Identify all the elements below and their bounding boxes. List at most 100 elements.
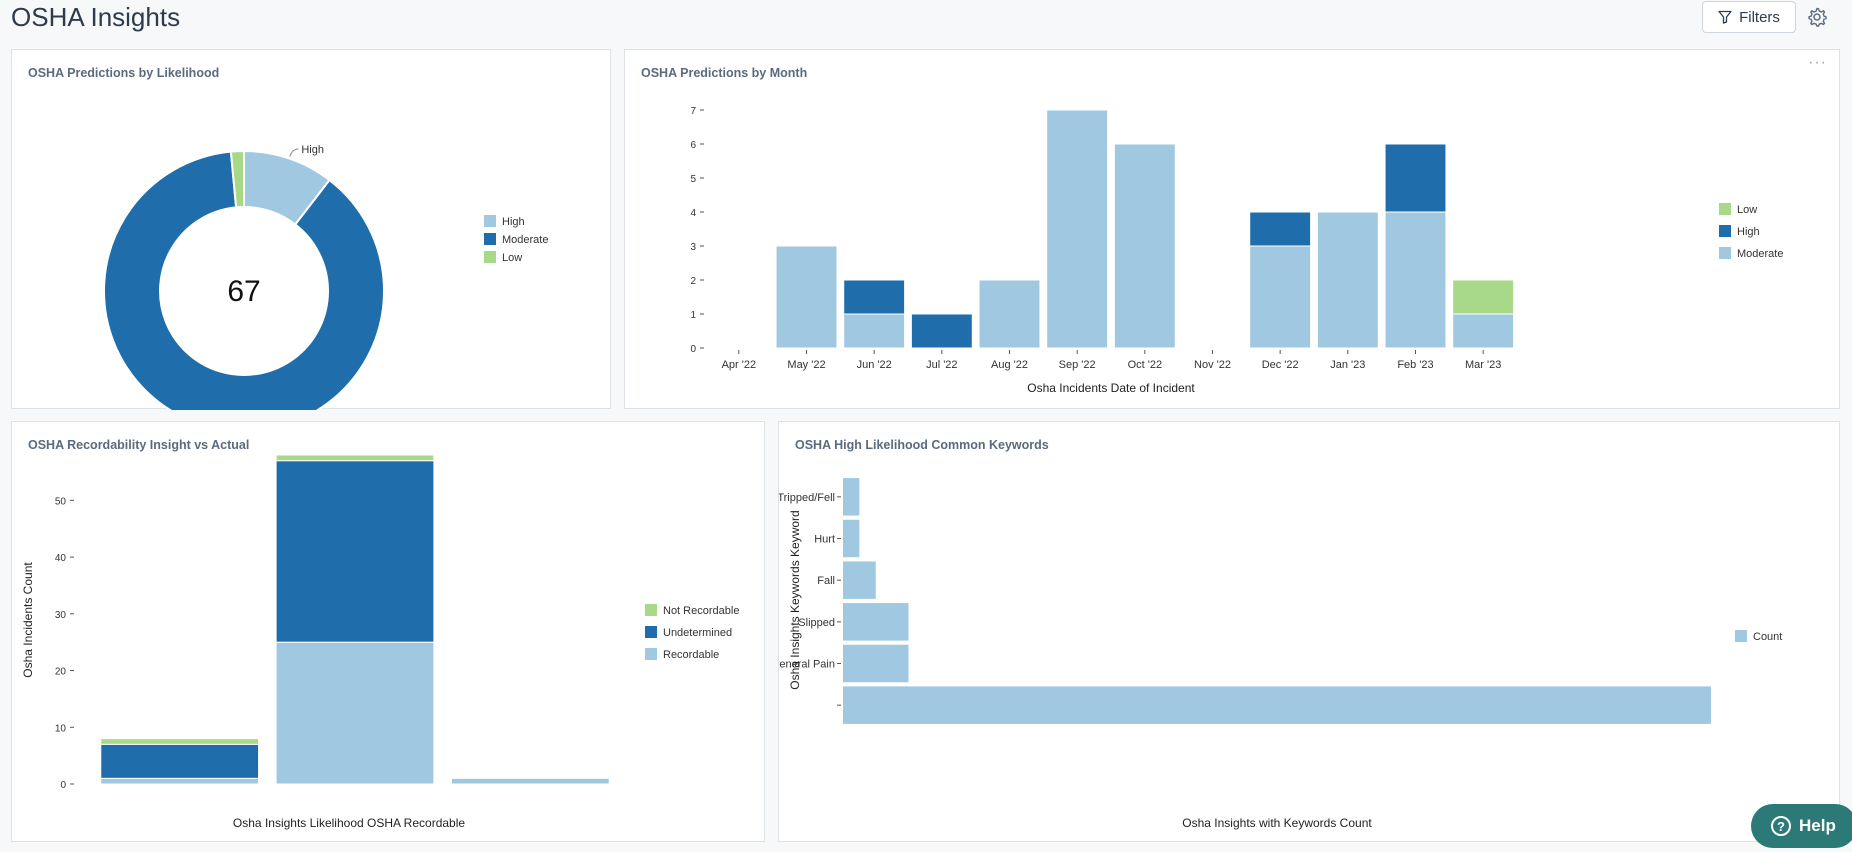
bar-high-feb-23 <box>1384 143 1447 213</box>
x-tick-label-nov-22: Nov '22 <box>1194 359 1231 371</box>
x-axis-title: Osha Insights Likelihood OSHA Recordable <box>233 816 465 830</box>
legend-swatch-low <box>1719 203 1731 215</box>
bar-count-slipped <box>843 603 909 641</box>
x-tick-label-apr-22: Apr '22 <box>722 359 757 371</box>
bar-moderate-oct-22 <box>1113 143 1176 349</box>
x-tick-label-sep-22: Sep '22 <box>1059 359 1096 371</box>
month-panel-title: OSHA Predictions by Month <box>641 66 808 80</box>
x-tick-label-jul-22: Jul '22 <box>926 359 957 371</box>
bar-moderate-feb-23 <box>1384 211 1447 349</box>
y-tick-label-slipped: Slipped <box>798 617 835 629</box>
bar-moderate-mar-23 <box>1452 313 1515 349</box>
y-tick-label: 30 <box>55 610 67 621</box>
y-tick-label: 2 <box>690 276 696 287</box>
legend-swatch-undetermined <box>645 626 657 638</box>
top-bar: OSHA Insights Filters <box>0 0 1852 42</box>
recordability-bar-chart: 0 10 20 30 40 50 Osha Insights Likelihood OSHA… <box>21 454 739 830</box>
y-tick-label: 5 <box>690 174 696 185</box>
y-tick-label-fall: Fall <box>817 575 835 587</box>
more-options-icon[interactable]: ··· <box>1808 54 1827 71</box>
bar-recordable-0 <box>100 777 260 785</box>
keywords-panel-title: OSHA High Likelihood Common Keywords <box>795 438 1049 452</box>
x-tick-label-may-22: May '22 <box>787 359 825 371</box>
legend-label-moderate: Moderate <box>1737 248 1783 260</box>
recordability-panel-title: OSHA Recordability Insight vs Actual <box>28 438 250 452</box>
x-axis-title: Osha Incidents Date of Incident <box>1027 381 1195 395</box>
y-tick-label: 40 <box>55 553 67 564</box>
x-tick-label-feb-23: Feb '23 <box>1397 359 1433 371</box>
bar-moderate-jun-22 <box>843 313 906 349</box>
bar-count-general-pain <box>843 644 909 683</box>
bar-not-recordable-1 <box>275 454 435 462</box>
y-tick-label: 50 <box>55 496 67 507</box>
y-tick-label: 0 <box>690 344 696 355</box>
recordability-panel: OSHA Recordability Insight vs Actual 0 10… <box>11 421 765 842</box>
bar-undetermined-1 <box>275 460 435 643</box>
legend-label-moderate: Moderate <box>502 234 548 246</box>
donut-center-value: 67 <box>227 275 260 308</box>
pie-slice-low <box>229 149 245 209</box>
callout-label-high: High <box>301 144 324 156</box>
y-tick-label: 6 <box>690 140 696 151</box>
help-label: Help <box>1799 816 1836 835</box>
bar-not-recordable-0 <box>100 738 260 745</box>
legend-swatch-moderate <box>1719 247 1731 259</box>
x-tick-label-jun-22: Jun '22 <box>857 359 892 371</box>
help-icon: ? <box>1771 816 1791 836</box>
callout-line-high <box>289 148 299 157</box>
legend-swatch-recordable <box>645 648 657 660</box>
bar-moderate-may-22 <box>775 245 838 349</box>
legend-swatch-low <box>484 251 496 263</box>
bar-count-hurt <box>843 519 860 558</box>
bar-moderate-dec-22 <box>1249 245 1312 349</box>
bar-count-tripped-fell <box>843 478 860 516</box>
pie-slice-moderate <box>103 150 385 410</box>
filters-label: Filters <box>1739 8 1780 26</box>
bar-high-jun-22 <box>843 279 906 315</box>
legend-label-low: Low <box>1737 204 1757 216</box>
legend-label-high: High <box>502 216 525 228</box>
bar-moderate-jan-23 <box>1316 211 1379 349</box>
bar-recordable-2 <box>450 777 610 785</box>
bar-moderate-sep-22 <box>1046 109 1109 349</box>
page-title: OSHA Insights <box>11 2 181 32</box>
y-tick-label: 3 <box>690 242 696 253</box>
bar-count-fall <box>843 561 876 599</box>
likelihood-panel: OSHA Predictions by Likelihood 67 High Mod… <box>11 49 611 410</box>
x-axis-title: Osha Insights with Keywords Count <box>1182 816 1372 830</box>
y-tick-label-general-pain: General Pain <box>779 659 835 671</box>
bar-low-mar-23 <box>1452 279 1515 315</box>
bar-undetermined-0 <box>100 743 260 779</box>
x-tick-label-aug-22: Aug '22 <box>991 359 1028 371</box>
bar-high-dec-22 <box>1249 211 1312 247</box>
y-tick-label: 10 <box>55 723 67 734</box>
y-axis-title: Osha Incidents Count <box>21 562 35 678</box>
legend-swatch-high <box>484 215 496 227</box>
x-tick-label-jan-23: Jan '23 <box>1330 359 1365 371</box>
legend-label-recordable: Recordable <box>663 649 719 661</box>
y-tick-label: 20 <box>55 667 67 678</box>
bar-moderate-aug-22 <box>978 279 1041 349</box>
filters-button[interactable]: Filters <box>1702 1 1796 33</box>
y-tick-label: 1 <box>690 310 696 321</box>
x-tick-label-dec-22: Dec '22 <box>1262 359 1299 371</box>
legend-label-undetermined: Undetermined <box>663 627 732 639</box>
y-axis-title: Osha Insights Keywords Keyword <box>788 510 802 689</box>
bar-high-jul-22 <box>910 313 973 349</box>
likelihood-donut-chart: 67HighModerateHighModerateLow <box>103 144 548 410</box>
legend-label-not-recordable: Not Recordable <box>663 605 739 617</box>
y-tick-label-tripped-fell: Tripped/Fell <box>779 492 835 504</box>
help-button[interactable]: ? Help <box>1751 804 1852 848</box>
legend-swatch-not-recordable <box>645 604 657 616</box>
legend-label-high: High <box>1737 226 1760 238</box>
filter-icon <box>1718 10 1732 24</box>
legend-swatch-high <box>1719 225 1731 237</box>
y-tick-label: 7 <box>690 106 696 117</box>
x-tick-label-mar-23: Mar '23 <box>1465 359 1501 371</box>
month-panel: OSHA Predictions by Month ··· 0 1 2 3 4 5 6 7 Ap… <box>624 49 1840 409</box>
gear-icon[interactable] <box>1805 5 1829 29</box>
bar-count-blank <box>843 686 1711 724</box>
keywords-bar-chart: Tripped/FellHurtFallSlippedGeneral PainO… <box>779 478 1782 830</box>
x-tick-label-oct-22: Oct '22 <box>1128 359 1163 371</box>
month-bar-chart: 0 1 2 3 4 5 6 7 Apr '22 May '22 Jun '22 Jul '22 Aug … <box>690 106 1783 395</box>
